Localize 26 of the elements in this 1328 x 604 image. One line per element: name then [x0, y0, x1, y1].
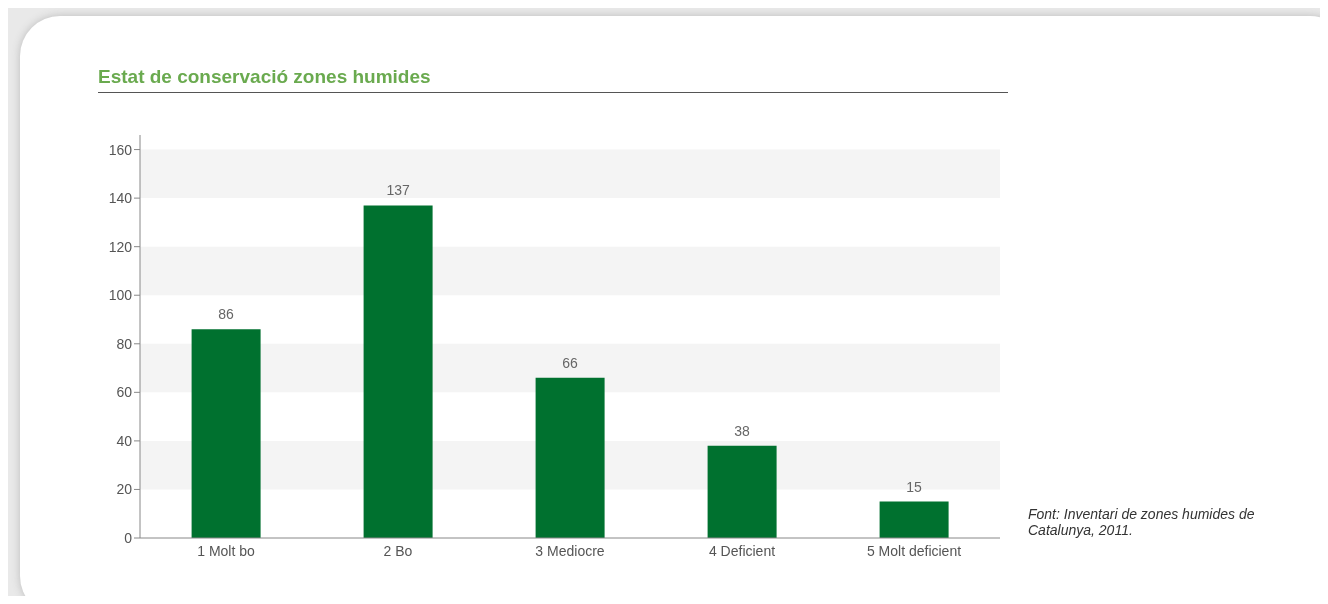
y-tick-label: 140: [108, 190, 133, 207]
data-label: 137: [386, 182, 410, 199]
bar: [879, 501, 949, 538]
data-label: 86: [218, 306, 235, 323]
data-label: 38: [734, 422, 751, 439]
y-tick-label: 160: [108, 141, 133, 158]
y-tick-label: 80: [116, 335, 133, 352]
x-tick-label: 3 Mediocre: [535, 542, 605, 559]
y-tick-label: 60: [116, 384, 133, 401]
bar: [191, 329, 261, 538]
data-label: 15: [906, 478, 923, 495]
y-tick-label: 0: [124, 529, 133, 546]
bar: [535, 377, 605, 538]
y-tick-label: 120: [108, 238, 133, 255]
y-tick-label: 100: [108, 287, 133, 304]
bar: [363, 205, 433, 538]
chart-title: Estat de conservació zones humides: [98, 66, 1008, 93]
y-tick-label: 20: [116, 481, 133, 498]
data-label: 66: [562, 354, 579, 371]
text: Font: Inventari de zones humides de Catalunya, 2011.: [1028, 506, 1256, 538]
y-tick-label: 40: [116, 432, 133, 449]
x-tick-label: 2 Bo: [383, 542, 413, 559]
x-tick-label: 5 Molt deficient: [866, 542, 962, 559]
x-tick-label: 1 Molt bo: [197, 542, 255, 559]
bar: [707, 445, 777, 538]
x-tick-label: 4 Deficient: [708, 542, 776, 559]
